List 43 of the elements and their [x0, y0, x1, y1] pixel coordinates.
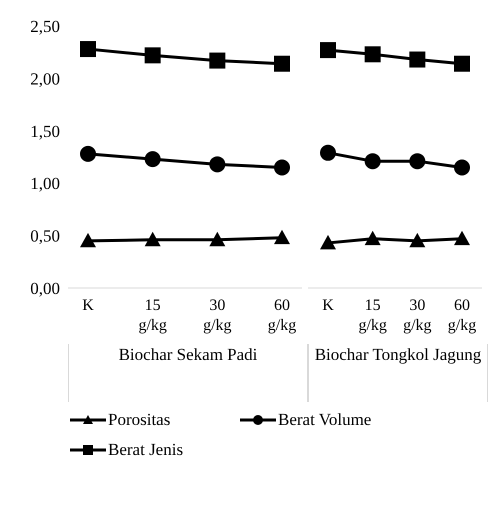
point [274, 230, 290, 244]
point [364, 153, 381, 170]
y-tick-label: 1,00 [30, 174, 60, 194]
legend-label: Porositas [108, 410, 170, 430]
point [209, 156, 226, 172]
point [454, 230, 470, 246]
point [320, 234, 336, 250]
point [320, 144, 336, 161]
point [409, 52, 426, 68]
y-tick-label: 2,00 [30, 69, 60, 88]
x-tick-label: 60 g/kg [268, 297, 296, 334]
point [80, 232, 96, 248]
x-tick-label: 60 g/kg [448, 297, 476, 334]
point [274, 159, 290, 176]
x-tick-label: 30 g/kg [403, 297, 432, 334]
point [209, 232, 226, 246]
point [80, 146, 96, 162]
point [144, 151, 161, 168]
legend-label: Berat Volume [278, 410, 372, 430]
x-axis-title: Biochar Sekam Padi [68, 344, 308, 402]
point [454, 56, 470, 72]
x-tick-label: K [322, 297, 334, 314]
point [364, 230, 381, 246]
y-tick-label: 1,50 [30, 122, 60, 141]
x-tick-label: K [82, 297, 94, 314]
point [80, 41, 96, 58]
x-tick-label: 15 g/kg [138, 297, 167, 334]
point [144, 47, 161, 64]
point [454, 159, 470, 176]
point [144, 232, 161, 246]
x-tick-label: 15 g/kg [358, 297, 387, 334]
y-tick-label: 0,50 [30, 226, 60, 246]
point [209, 52, 226, 69]
x-tick-label: 30 g/kg [203, 297, 232, 334]
legend-label: Berat Jenis [108, 440, 184, 460]
point [320, 42, 336, 58]
x-axis-title: Biochar Tongkol Jagung [308, 344, 488, 402]
point [409, 153, 426, 170]
point [274, 56, 290, 72]
point [409, 232, 426, 248]
y-tick-label: 2,50 [30, 17, 60, 36]
y-tick-label: 0,00 [30, 279, 60, 298]
point [364, 46, 381, 62]
